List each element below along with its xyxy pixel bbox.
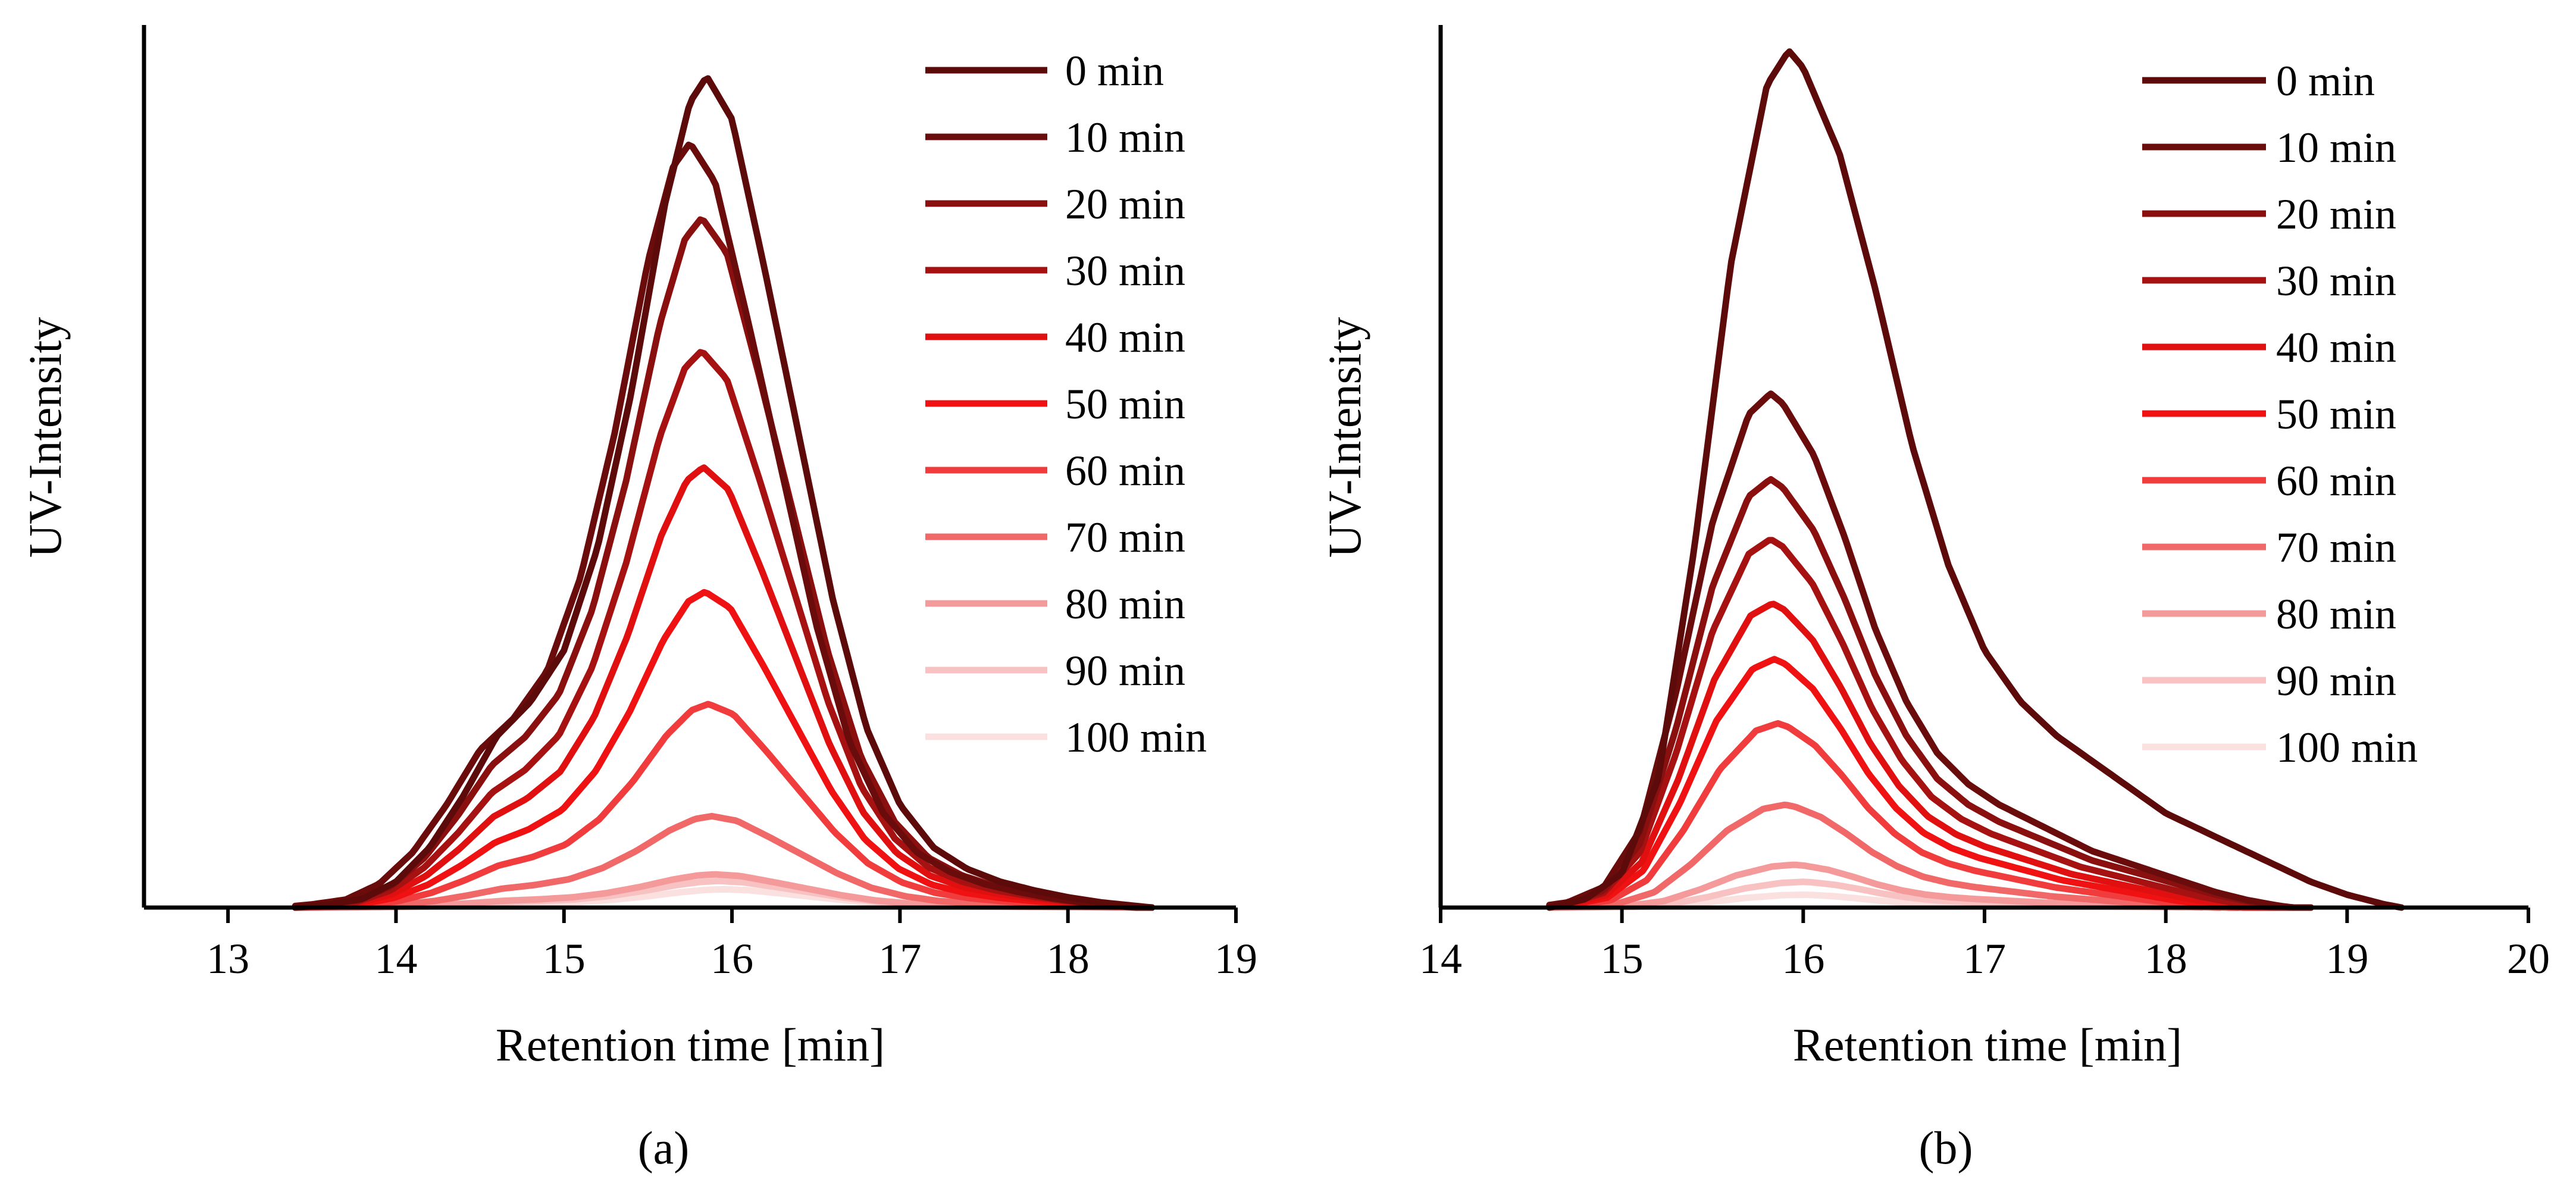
panel-a-x-ticks: 13 14 15 16 17 18 19 (206, 908, 1257, 983)
panel-a: 13 14 15 16 17 18 19 0 min 10 min 20 min 30 min 40… (19, 25, 1257, 1174)
panel-a-y-axis-title: UV-Intensity (19, 317, 71, 558)
series-line (1546, 476, 2314, 911)
series-line (292, 349, 1156, 911)
x-tick-label: 20 (2507, 935, 2550, 983)
panel-a-label: (a) (638, 1122, 690, 1174)
legend-label: 90 min (1065, 647, 1185, 695)
legend-label: 40 min (2276, 324, 2396, 371)
x-tick-label: 19 (1215, 935, 1257, 983)
panel-b-x-axis-title: Retention time [min] (1793, 1019, 2182, 1071)
series-line (1546, 656, 2260, 911)
panel-b-y-axis-title: UV-Intensity (1319, 317, 1370, 558)
x-tick-label: 15 (543, 935, 586, 983)
x-tick-label: 16 (710, 935, 753, 983)
series-line (1546, 600, 2278, 911)
legend-label: 100 min (1065, 714, 1207, 761)
legend-label: 50 min (2276, 390, 2396, 438)
panel-b-label: (b) (1919, 1122, 1973, 1174)
x-tick-label: 16 (1782, 935, 1824, 983)
x-tick-label: 15 (1601, 935, 1644, 983)
legend-label: 60 min (1065, 447, 1185, 495)
panel-a-legend: 0 min 10 min 20 min 30 min 40 min 50 min 60 mi… (925, 47, 1207, 761)
series-line (292, 75, 1156, 911)
series-line (1546, 802, 2224, 911)
legend-label: 100 min (2276, 724, 2418, 771)
legend-label: 0 min (2276, 57, 2375, 105)
legend-label: 80 min (2276, 590, 2396, 638)
legend-label: 0 min (1065, 47, 1164, 95)
series-line (1546, 537, 2296, 911)
panel-b-legend: 0 min 10 min 20 min 30 min 40 min 50 min 60 mi… (2142, 57, 2418, 771)
x-tick-label: 14 (374, 935, 417, 983)
legend-label: 50 min (1065, 380, 1185, 428)
panel-b-curves (1546, 48, 2405, 911)
series-line (1546, 48, 2405, 911)
panel-a-curves (292, 75, 1156, 911)
panel-b: 14 15 16 17 18 19 20 0 min 10 min 20 min 30 min 40… (1319, 25, 2550, 1174)
x-tick-label: 13 (206, 935, 249, 983)
x-tick-label: 14 (1419, 935, 1462, 983)
legend-label: 80 min (1065, 580, 1185, 628)
legend-label: 10 min (2276, 124, 2396, 171)
panel-a-x-axis-title: Retention time [min] (496, 1019, 885, 1071)
x-tick-label: 19 (2325, 935, 2368, 983)
x-tick-label: 17 (878, 935, 921, 983)
legend-label: 30 min (2276, 257, 2396, 305)
series-line (1546, 720, 2242, 911)
series-line (292, 216, 1156, 911)
legend-label: 20 min (1065, 180, 1185, 228)
panel-b-x-ticks: 14 15 16 17 18 19 20 (1419, 908, 2550, 983)
legend-label: 70 min (1065, 514, 1185, 561)
legend-label: 20 min (2276, 190, 2396, 238)
legend-label: 60 min (2276, 457, 2396, 505)
series-line (1546, 861, 2206, 911)
legend-label: 30 min (1065, 247, 1185, 295)
x-tick-label: 17 (1963, 935, 2006, 983)
legend-label: 40 min (1065, 314, 1185, 361)
x-tick-label: 18 (2145, 935, 2187, 983)
x-tick-label: 18 (1047, 935, 1090, 983)
legend-label: 70 min (2276, 524, 2396, 571)
series-line (1546, 390, 2314, 911)
series-line (292, 142, 1156, 911)
legend-label: 90 min (2276, 657, 2396, 705)
legend-label: 10 min (1065, 114, 1185, 161)
